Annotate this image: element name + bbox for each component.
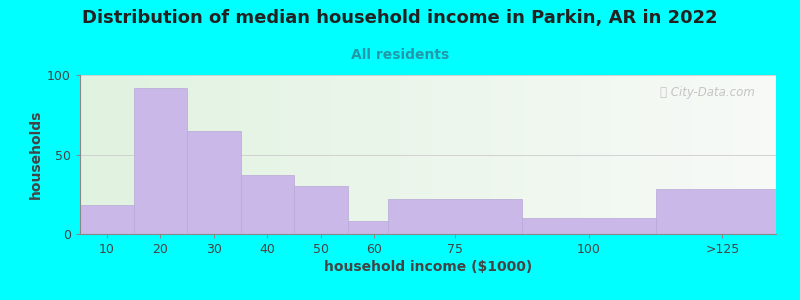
X-axis label: household income ($1000): household income ($1000) bbox=[324, 260, 532, 274]
Bar bbox=[388, 199, 522, 234]
Text: ⓘ City-Data.com: ⓘ City-Data.com bbox=[660, 86, 755, 99]
Y-axis label: households: households bbox=[29, 110, 43, 199]
Bar bbox=[522, 218, 655, 234]
Bar bbox=[80, 206, 134, 234]
Bar bbox=[187, 131, 241, 234]
Bar bbox=[655, 190, 776, 234]
Text: All residents: All residents bbox=[351, 48, 449, 62]
Bar bbox=[294, 186, 348, 234]
Bar bbox=[348, 221, 388, 234]
Bar bbox=[241, 175, 294, 234]
Text: Distribution of median household income in Parkin, AR in 2022: Distribution of median household income … bbox=[82, 9, 718, 27]
Bar bbox=[134, 88, 187, 234]
